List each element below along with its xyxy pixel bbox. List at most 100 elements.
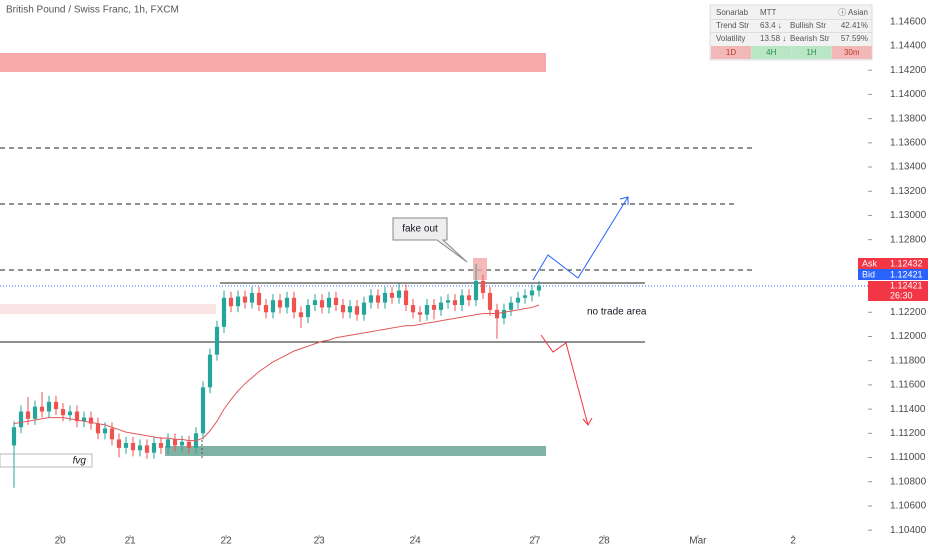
- bid-label: Bid: [862, 269, 875, 279]
- candle-body: [515, 297, 521, 303]
- y-tick-label: 1.10400: [890, 525, 927, 536]
- candle-body: [53, 401, 59, 410]
- timeframe-label: 4H: [766, 48, 776, 57]
- candle-body: [109, 428, 115, 440]
- timeframe-cell: [751, 46, 792, 59]
- candle-body: [60, 409, 66, 416]
- bull-arrow: [532, 196, 629, 281]
- candle-body: [263, 305, 269, 313]
- candle-body: [165, 439, 171, 448]
- candle-body: [116, 439, 122, 448]
- bid-price: 1.12421: [890, 269, 923, 279]
- annotation: fake out: [402, 224, 438, 235]
- candle-body: [298, 312, 304, 318]
- last-price: 1.12421: [890, 280, 923, 290]
- y-tick-label: 1.13200: [890, 186, 927, 197]
- candle-body: [403, 290, 409, 306]
- moving-average: [13, 304, 540, 442]
- timeframe-cell: [831, 46, 872, 59]
- candle-body: [102, 428, 108, 434]
- candle-body: [88, 417, 94, 424]
- candle-body: [186, 441, 192, 448]
- plot: [11, 263, 542, 488]
- candle-body: [508, 302, 514, 310]
- callout: [392, 217, 468, 263]
- candle-body: [46, 401, 52, 412]
- info-panel: Sonarlab MTT ⓘ Asian Trend Str 63.4 ↓ Bullish…: [709, 4, 873, 61]
- demand-zone: [165, 446, 546, 456]
- bid-tag: [858, 269, 884, 280]
- chart-title: British Pound / Swiss Franc, 1h, FXCM: [6, 5, 179, 16]
- x-tick-label: 22: [221, 536, 233, 547]
- candle-body: [74, 411, 80, 422]
- candle-body: [536, 285, 542, 291]
- timeframe-cell: [711, 46, 751, 59]
- y-tick-label: 1.10800: [890, 476, 927, 487]
- y-tick-label: 1.13400: [890, 162, 927, 173]
- candle-body: [179, 441, 185, 446]
- supply-zone: [0, 53, 546, 72]
- y-tick-label: 1.13600: [890, 137, 927, 148]
- candle-body: [18, 411, 24, 428]
- candle-body: [144, 445, 150, 453]
- timeframe-label: 1H: [806, 48, 816, 57]
- candle-body: [312, 300, 318, 306]
- candle-body: [11, 427, 17, 446]
- candle-body: [354, 306, 360, 315]
- candle-body: [249, 292, 255, 303]
- candle-body: [459, 295, 465, 306]
- y-tick-label: 1.11000: [890, 452, 926, 463]
- candle-body: [445, 300, 451, 303]
- candle-body: [424, 305, 430, 315]
- candle-body: [235, 296, 241, 307]
- candle-body: [347, 306, 353, 313]
- y-tick-label: 1.12200: [890, 307, 927, 318]
- candle-body: [368, 295, 374, 303]
- candle-body: [375, 295, 381, 303]
- candle-body: [480, 280, 486, 293]
- panel-cell: Trend Str: [716, 21, 749, 30]
- candle-body: [326, 297, 332, 308]
- x-tick-label: 24: [410, 536, 422, 547]
- panel-cell: 63.4 ↓: [760, 21, 782, 30]
- candle-body: [32, 406, 38, 419]
- candle-body: [214, 326, 220, 355]
- candle-body: [242, 296, 248, 303]
- candle-body: [389, 292, 395, 298]
- y-tick-label: 1.13000: [890, 210, 927, 221]
- candle-body: [158, 443, 164, 448]
- candle-body: [130, 443, 136, 451]
- panel-cell: Bullish Str: [790, 21, 826, 30]
- candle-body: [200, 387, 206, 434]
- candle-body: [228, 297, 234, 307]
- y-tick-label: 1.11600: [890, 380, 926, 391]
- y-tick-label: 1.14200: [890, 65, 927, 76]
- timeframe-cell: [791, 46, 832, 59]
- y-tick-label: 1.11400: [890, 404, 926, 415]
- timeframe-label: 1D: [726, 48, 736, 57]
- candle-body: [207, 354, 213, 388]
- bear-arrow: [540, 334, 593, 426]
- candle-body: [487, 292, 493, 310]
- x-tick-label: 21: [125, 536, 137, 547]
- candle-body: [25, 411, 31, 419]
- fakeout-highlight: [473, 258, 487, 280]
- candle-body: [221, 297, 227, 327]
- candle-body: [340, 305, 346, 313]
- x-tick-label: 20: [55, 536, 67, 547]
- candle-body: [172, 439, 178, 446]
- x-tick-label: 27: [529, 536, 541, 547]
- candle-body: [305, 305, 311, 318]
- panel-cell: 57.59%: [841, 34, 868, 43]
- candle-body: [270, 300, 276, 313]
- candle-body: [501, 309, 507, 319]
- candle-body: [396, 290, 402, 298]
- candle-body: [95, 423, 101, 434]
- candle-body: [417, 312, 423, 315]
- y-tick-label: 1.14600: [890, 16, 927, 27]
- candle-body: [382, 292, 388, 303]
- panel-cell: Bearish Str: [790, 34, 830, 43]
- panel-cell: 42.41%: [841, 21, 868, 30]
- candle-body: [284, 297, 290, 308]
- candle-body: [39, 406, 45, 412]
